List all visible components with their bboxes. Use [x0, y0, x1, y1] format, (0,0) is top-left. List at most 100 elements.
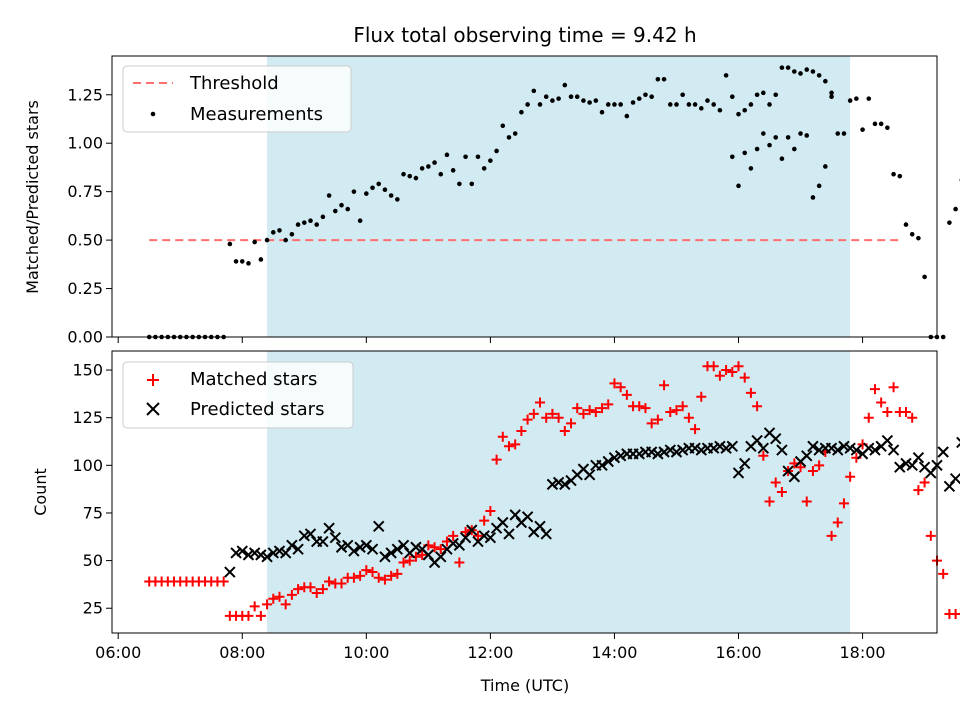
predicted-star-point — [391, 543, 404, 555]
predicted-star-point — [521, 511, 534, 523]
legend-measurement-swatch — [150, 111, 156, 117]
matched-star-point — [491, 454, 502, 465]
legend-predicted-swatch — [146, 402, 160, 416]
matched-star-point — [348, 572, 359, 583]
predicted-star-point — [670, 446, 683, 458]
measurement-point — [463, 154, 468, 160]
matched-star-point — [708, 361, 719, 372]
predicted-star-point — [801, 450, 813, 462]
predicted-star-point — [546, 478, 559, 491]
predicted-star-point — [410, 541, 422, 553]
predicted-star-point — [645, 446, 658, 458]
measurement-point — [370, 185, 375, 191]
measurement-point — [804, 67, 810, 72]
measurement-point — [698, 106, 704, 111]
predicted-star-point — [304, 528, 317, 540]
predicted-star-point — [323, 522, 335, 534]
figure-title: Flux total observing time = 9.42 h — [353, 23, 696, 47]
y-tick-label: 75 — [83, 503, 103, 522]
y-tick-label: 0.25 — [67, 279, 103, 298]
matched-star-point — [386, 570, 397, 581]
matched-star-point — [249, 601, 260, 612]
predicted-star-point — [583, 469, 596, 481]
measurement-point — [413, 175, 419, 181]
legend-matched-label: Matched stars — [190, 369, 317, 390]
predicted-star-point — [652, 448, 664, 460]
predicted-star-point — [236, 545, 248, 557]
measurement-point — [816, 73, 822, 78]
matched-star-point — [683, 412, 694, 423]
matched-star-point — [690, 424, 701, 435]
measurement-point — [878, 121, 884, 127]
y-tick-label: 1.00 — [67, 134, 103, 153]
predicted-star-point — [825, 442, 838, 454]
matched-star-point — [900, 406, 911, 417]
predicted-star-point — [279, 547, 292, 559]
measurement-point — [891, 171, 896, 177]
measurement-point — [810, 69, 816, 74]
matched-star-point — [528, 408, 539, 419]
matched-star-point — [392, 568, 403, 579]
measurement-point — [736, 183, 741, 189]
matched-star-point — [286, 589, 297, 600]
measurement-point — [829, 90, 834, 96]
measurement-point — [636, 96, 642, 101]
matched-star-point — [888, 382, 899, 393]
predicted-star-point — [714, 440, 726, 452]
matched-star-point — [956, 612, 960, 615]
measurement-point — [730, 154, 735, 160]
predicted-star-point — [273, 545, 286, 557]
measurement-point — [239, 259, 245, 264]
matched-star-point — [869, 384, 880, 395]
matched-star-point — [845, 471, 856, 482]
predicted-star-point — [788, 471, 801, 483]
count-x-ticks: 06:00 08:00 10:00 12:00 14:00 16:00 18:00 — [95, 633, 886, 662]
predicted-star-point — [614, 450, 627, 462]
measurement-point — [295, 222, 301, 227]
measurement-point — [543, 94, 549, 99]
predicted-star-point — [373, 520, 385, 533]
predicted-star-point — [850, 444, 863, 456]
predicted-star-point — [335, 541, 348, 553]
matched-star-point — [801, 496, 812, 507]
y-tick-label: 0.00 — [67, 328, 103, 347]
predicted-star-point — [435, 551, 447, 563]
matched-star-point — [497, 431, 508, 442]
measurement-point — [494, 148, 499, 154]
measurement-point — [339, 202, 344, 208]
y-tick-label: 25 — [83, 599, 103, 618]
y-tick-label: 150 — [72, 361, 103, 380]
measurement-point — [730, 94, 735, 99]
predicted-star-point — [863, 442, 875, 454]
measurement-point — [754, 92, 760, 98]
measurement-point — [252, 239, 257, 245]
measurement-point — [227, 241, 233, 247]
measurement-point — [847, 98, 853, 103]
x-tick-label: 08:00 — [219, 643, 265, 662]
measurement-point — [419, 166, 425, 171]
predicted-star-point — [255, 549, 267, 561]
measurement-point — [301, 220, 307, 225]
predicted-star-point — [738, 457, 751, 470]
predicted-star-point — [949, 472, 960, 485]
matched-star-point — [218, 576, 229, 587]
measurement-point — [444, 152, 450, 158]
count-plot-frame — [111, 350, 938, 634]
predicted-star-point — [807, 440, 819, 452]
predicted-star-point — [676, 444, 689, 456]
measurement-point — [264, 237, 270, 243]
matched-star-point — [448, 530, 459, 541]
predicted-star-point — [832, 444, 844, 456]
measurement-point — [909, 231, 915, 237]
matched-star-point — [435, 544, 446, 555]
measurement-point — [754, 146, 760, 152]
predicted-star-point — [453, 539, 466, 552]
measurement-point — [612, 102, 617, 107]
ratio-panel: 0.00 0.25 0.50 0.75 1.00 1.25 Matched/Predict… — [23, 55, 960, 347]
ratio-x-ticks — [117, 337, 864, 343]
measurement-point — [854, 96, 859, 101]
matched-star-point — [243, 610, 254, 621]
matched-star-point — [280, 599, 291, 610]
predicted-star-point — [869, 444, 881, 456]
measurement-point — [940, 334, 946, 340]
